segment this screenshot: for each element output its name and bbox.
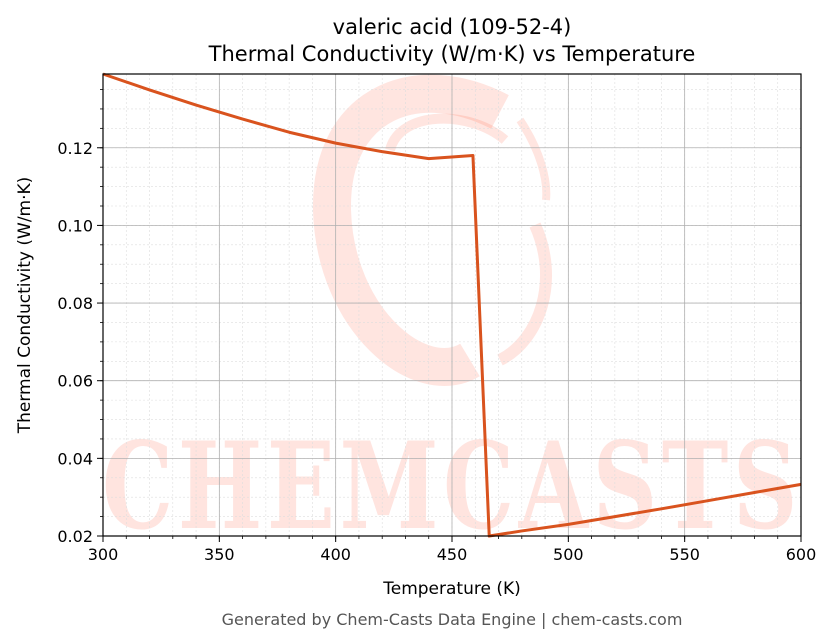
axis-ticks (97, 89, 802, 542)
watermark: CHEMCASTS (102, 74, 802, 557)
x-tick-label: 350 (204, 545, 235, 564)
series-layer (102, 72, 802, 538)
x-tick-label: 450 (437, 545, 468, 564)
watermark-logo-swirl (312, 74, 553, 386)
x-tick-label: 550 (669, 545, 700, 564)
y-tick-label: 0.08 (57, 294, 93, 313)
chart-title-line2: Thermal Conductivity (W/m·K) vs Temperat… (208, 42, 696, 66)
watermark-text: CHEMCASTS (102, 416, 802, 557)
x-tick-label: 600 (786, 545, 817, 564)
y-tick-label: 0.10 (57, 216, 93, 235)
tick-labels: 300 350 400 450 500 550 600 0.02 0.04 0.06 0.08 0.1… (57, 139, 816, 564)
y-tick-label: 0.12 (57, 139, 93, 158)
y-tick-label: 0.06 (57, 372, 93, 391)
y-axis-label: Thermal Conductivity (W/m·K) (15, 177, 35, 435)
x-tick-label: 400 (320, 545, 351, 564)
y-tick-label: 0.04 (57, 449, 93, 468)
chart-title-line1: valeric acid (109-52-4) (333, 15, 572, 39)
x-tick-label: 500 (553, 545, 584, 564)
y-tick-label: 0.02 (57, 527, 93, 546)
footer-credit: Generated by Chem-Casts Data Engine | ch… (222, 610, 683, 629)
thermal-conductivity-line (102, 72, 802, 538)
x-tick-label: 300 (88, 545, 119, 564)
x-axis-label: Temperature (K) (382, 579, 521, 599)
